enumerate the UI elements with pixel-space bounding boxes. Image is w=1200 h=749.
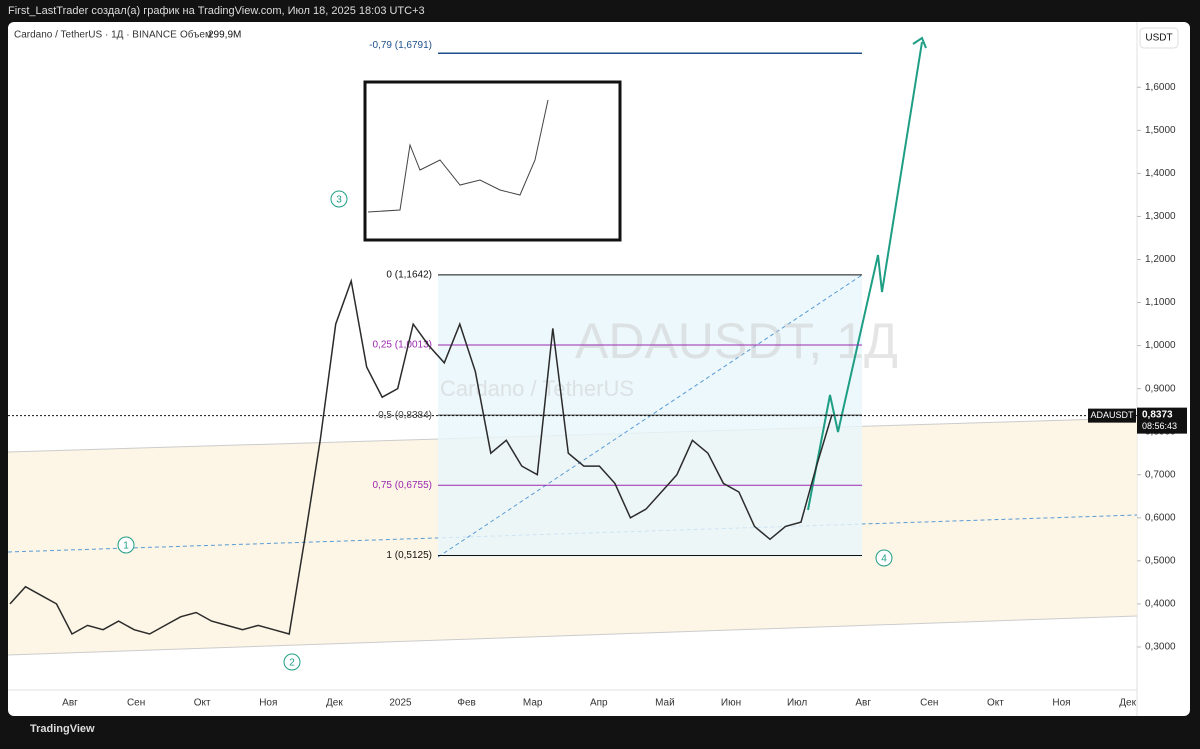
projection-arrow [912,36,927,49]
x-tick-label: 2025 [389,698,412,709]
x-tick-label: Апр [590,698,608,709]
channel-mid [7,514,1138,553]
y-tick-label: 1,5000 [1145,125,1176,136]
x-tick-label: Июн [721,698,741,709]
wave-circle [117,536,135,554]
x-tick-label: Фев [457,698,475,709]
price-line [9,278,833,636]
x-tick-label: Авг [855,698,871,709]
inset-chart [367,99,549,213]
watermark-sub: Cardano / TetherUS [440,376,634,401]
x-tick-label: Ноя [259,698,277,709]
y-tick-label: 0,9000 [1145,383,1176,394]
y-tick-label: 1,1000 [1145,297,1176,308]
fib-label: 0 (1,1642) [386,270,432,281]
currency-button[interactable] [1139,27,1179,49]
x-tick-label: Авг [62,698,78,709]
channel-bottom [7,615,1138,656]
y-tick-label: 1,3000 [1145,211,1176,222]
symbol-tag-text: ADAUSDT [1090,410,1134,420]
wave-label: 3 [336,195,342,206]
symbol-tag [1088,408,1136,423]
price-tag-countdown: 08:56:43 [1142,421,1177,431]
fib-label: -0,79 (1,6791) [369,40,432,51]
x-tick-label: Окт [987,698,1004,709]
fib-label: 0,75 (0,6755) [373,480,433,491]
y-tick-label: 0,6000 [1145,512,1176,523]
wave-label: 4 [881,554,887,565]
currency-label: USDT [1145,33,1172,44]
price-tag-value: 0,8373 [1142,409,1173,420]
y-tick-label: 1,6000 [1145,82,1176,93]
watermark: ADAUSDT, 1Д [575,313,898,369]
wave-label: 1 [123,541,129,552]
fib-label: 0,25 (1,0013) [373,340,433,351]
x-tick-label: Сен [920,698,938,709]
wave-circle [283,653,301,671]
wave-circle [875,549,893,567]
footer-brand: TradingView [30,723,95,735]
x-tick-label: Май [655,698,675,709]
header: First_LastTrader создал(а) график на Tra… [8,5,425,17]
y-tick-label: 0,4000 [1145,599,1176,610]
x-tick-label: Окт [194,698,211,709]
inset-image [363,80,622,242]
legend-volume: 299,9M [208,30,241,41]
x-tick-label: Ноя [1052,698,1070,709]
y-tick-label: 0,7000 [1145,469,1176,480]
x-tick-label: Дек [1119,698,1136,709]
y-tick-label: 0,5000 [1145,555,1176,566]
legend-symbol: Cardano / TetherUS · 1Д · BINANCE [14,30,177,41]
y-tick-label: 1,4000 [1145,168,1176,179]
x-tick-label: Июл [787,698,807,709]
y-tick-label: 1,0000 [1145,340,1176,351]
wave-label: 2 [289,658,295,669]
x-tick-label: Сен [127,698,145,709]
waves: 1 2 3 4 [117,190,893,671]
x-tick-label: Дек [326,698,343,709]
y-tick-label: 0,3000 [1145,642,1176,653]
y-tick-label: 1,2000 [1145,254,1176,265]
legend-volume-label: Объем [180,29,212,41]
price-tag [1137,407,1187,434]
fib-label: 1 (0,5125) [386,550,432,561]
projection [807,41,923,511]
wave-circle [330,190,348,208]
x-tick-label: Мар [523,698,543,709]
